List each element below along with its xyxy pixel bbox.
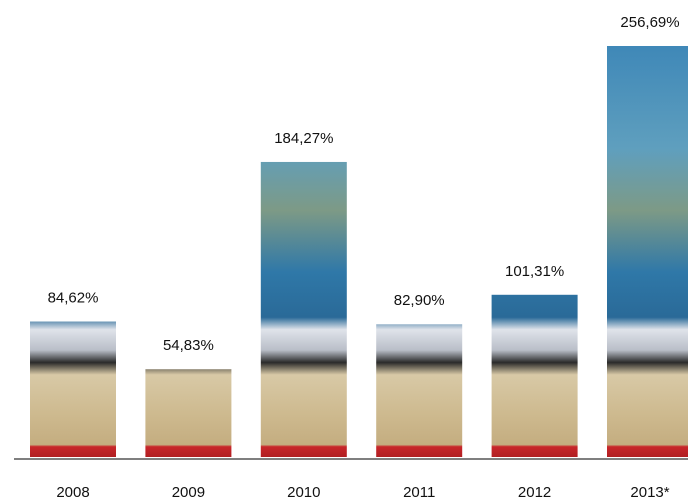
x-tick-label: 2010 <box>287 484 320 501</box>
value-label: 84,62% <box>48 289 99 306</box>
value-label: 256,69% <box>620 14 679 31</box>
x-tick-label: 2012 <box>518 484 551 501</box>
bar <box>30 321 116 457</box>
value-label: 101,31% <box>505 263 564 280</box>
value-label: 54,83% <box>163 337 214 354</box>
x-tick-label: 2009 <box>172 484 205 501</box>
x-tick-label: 2013* <box>630 484 669 501</box>
value-label: 82,90% <box>394 292 445 309</box>
value-label: 184,27% <box>274 130 333 147</box>
bar <box>145 369 232 457</box>
bar <box>491 294 578 457</box>
bar <box>376 324 463 457</box>
bar <box>260 161 347 457</box>
bar <box>607 46 688 457</box>
x-tick-label: 2008 <box>56 484 89 501</box>
x-tick-label: 2011 <box>403 484 435 501</box>
